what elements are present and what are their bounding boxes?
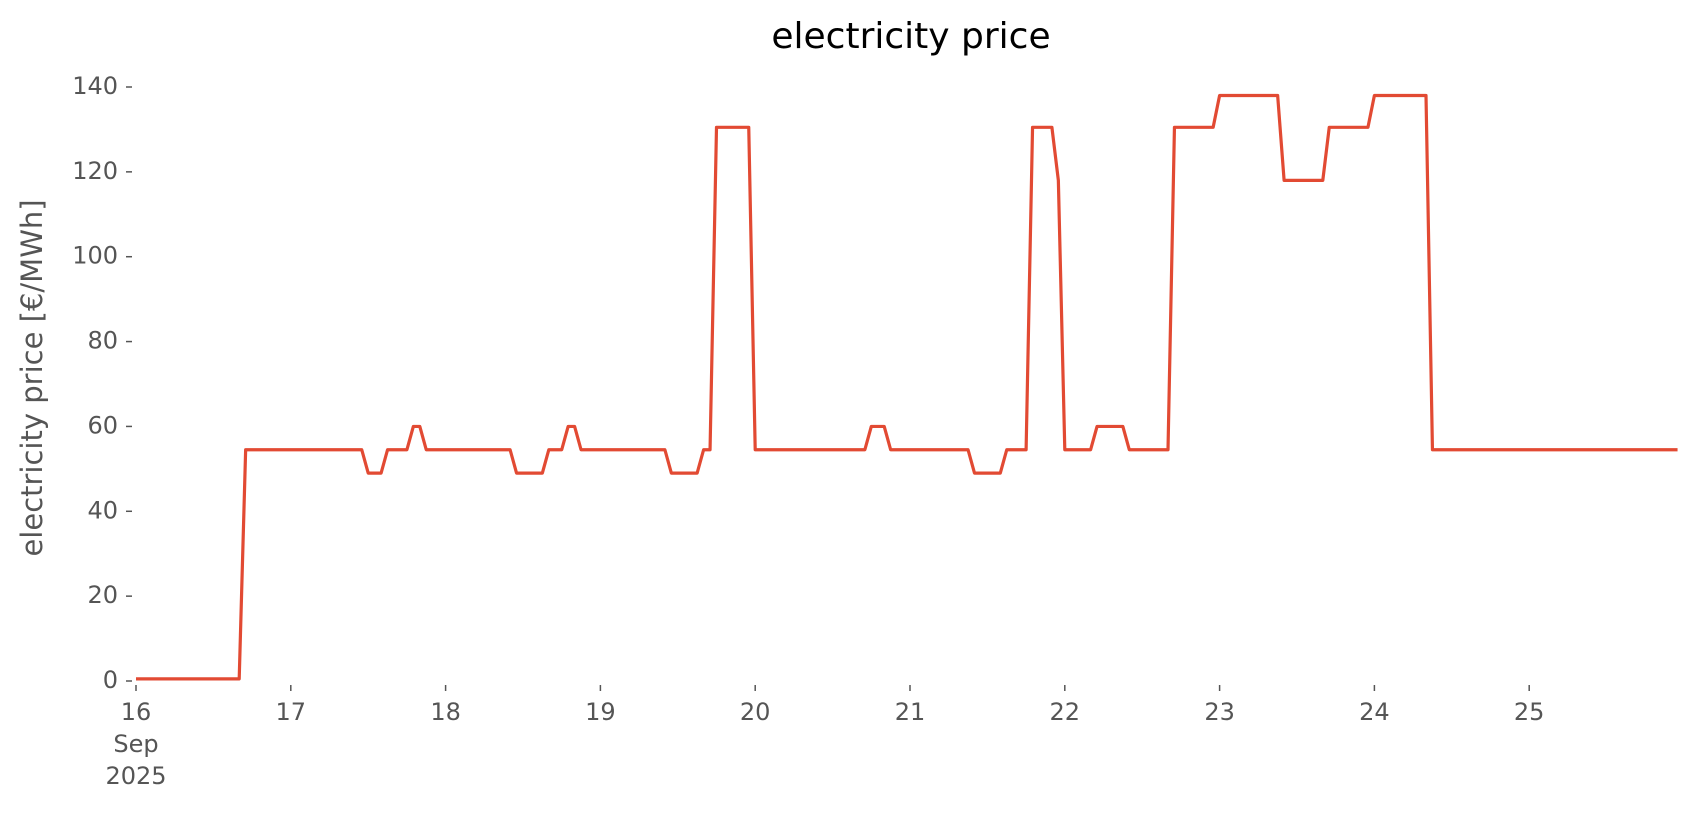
y-tick-label: 80 <box>87 327 118 355</box>
x-tick-label: 24 <box>1359 698 1390 726</box>
x-tick-label: 19 <box>585 698 616 726</box>
chart-title: electricity price <box>771 16 1050 57</box>
x-tick-label: 22 <box>1049 698 1081 726</box>
x-tick-label: 16 Sep 2025 <box>105 698 167 790</box>
x-tick-label: 23 <box>1204 698 1235 726</box>
x-tick-label: 21 <box>894 698 926 726</box>
y-axis-label: electricity price [€/MWh] <box>15 199 49 556</box>
y-tick-label: 20 <box>87 581 118 609</box>
y-tick-label: 0 <box>103 666 118 694</box>
y-tick-label: 60 <box>87 411 118 439</box>
y-tick-label: 140 <box>72 72 118 100</box>
x-tick-label: 25 <box>1513 698 1545 726</box>
x-tick-label: 18 <box>430 698 461 726</box>
y-tick-label: 120 <box>72 157 118 185</box>
y-tick-label: 40 <box>87 496 118 524</box>
x-tick-label: 20 <box>739 698 771 726</box>
price-line <box>136 93 1678 681</box>
x-tick-label: 17 <box>275 698 307 726</box>
y-tick-label: 100 <box>72 242 118 270</box>
